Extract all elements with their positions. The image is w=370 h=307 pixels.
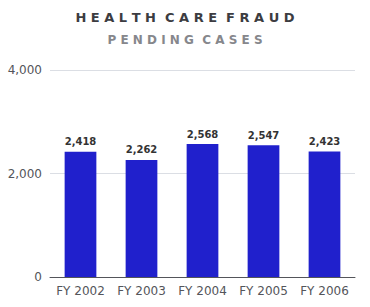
svg-text:0: 0 <box>34 270 42 284</box>
svg-text:H E A L T H C A R E F R A U: H E A L T H C A R E F R A U D <box>75 10 294 25</box>
svg-text:2,423: 2,423 <box>309 136 341 147</box>
svg-text:FY 2002: FY 2002 <box>56 284 105 298</box>
svg-text:2,568: 2,568 <box>187 129 219 140</box>
svg-text:2,547: 2,547 <box>248 130 280 141</box>
svg-text:FY 2006: FY 2006 <box>300 284 349 298</box>
svg-text:2,418: 2,418 <box>65 136 97 147</box>
svg-text:FY 2004: FY 2004 <box>178 284 227 298</box>
svg-text:FY 2003: FY 2003 <box>117 284 166 298</box>
svg-text:2,262: 2,262 <box>126 144 158 155</box>
svg-text:FY 2005: FY 2005 <box>239 284 288 298</box>
svg-text:4,000: 4,000 <box>8 63 42 77</box>
svg-text:P E N D I N G C A S E S: P E N D I N G C A S E S <box>107 33 262 47</box>
svg-text:2,000: 2,000 <box>8 167 42 181</box>
